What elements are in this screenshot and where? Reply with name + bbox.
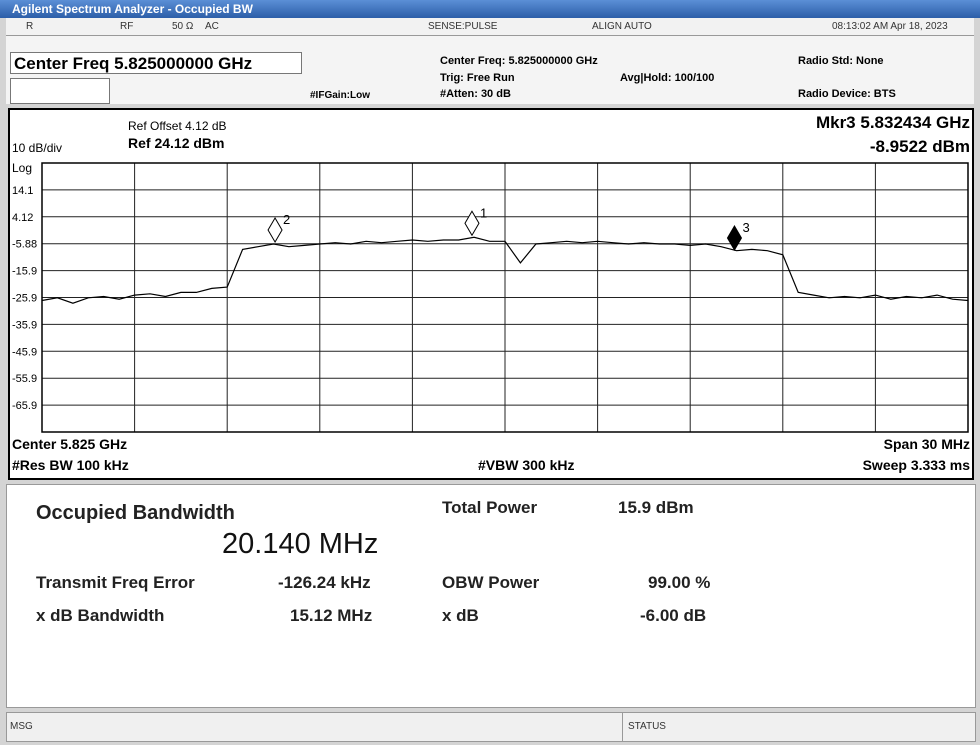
- spectrum-plot: Ref Offset 4.12 dB Ref 24.12 dBm 10 dB/d…: [8, 108, 974, 480]
- radio-device: Radio Device: BTS: [798, 88, 896, 100]
- y-tick-label: -15.9: [12, 266, 37, 278]
- xdb-bw-label: x dB Bandwidth: [36, 606, 165, 625]
- entry-field[interactable]: [10, 78, 110, 104]
- marker-label: 3: [742, 220, 749, 235]
- span: Span 30 MHz: [884, 436, 970, 452]
- xdb-bw-value: 15.12 MHz: [290, 606, 373, 625]
- divider: [622, 713, 623, 741]
- freq-error-value: -126.24 kHz: [278, 573, 371, 592]
- attenuation: #Atten: 30 dB: [440, 88, 511, 100]
- rf: RF: [120, 21, 134, 32]
- obw-power-value: 99.00 %: [648, 573, 711, 592]
- obw-label: Occupied Bandwidth: [36, 502, 235, 524]
- vbw: #VBW 300 kHz: [478, 457, 574, 473]
- center-freq: Center Freq: 5.825000000 GHz: [440, 55, 598, 67]
- freq-error-label: Transmit Freq Error: [36, 573, 195, 592]
- marker: [267, 217, 283, 244]
- impedance: 50 Ω: [172, 21, 194, 32]
- obw-power-label: OBW Power: [442, 573, 540, 592]
- marker-value: -8.9522 dBm: [870, 137, 970, 156]
- y-tick-label: -5.88: [12, 239, 37, 251]
- radio-std: Radio Std: None: [798, 55, 884, 67]
- scale-type: Log: [12, 161, 32, 175]
- y-tick-label: -65.9: [12, 400, 37, 412]
- y-tick-label: 14.1: [12, 185, 33, 197]
- center-freq-entry: Center Freq 5.825000000 GHz: [14, 54, 253, 73]
- y-tick-label: -55.9: [12, 373, 37, 385]
- obw-value: 20.140 MHz: [222, 528, 379, 560]
- if-gain: #IFGain:Low: [310, 90, 370, 101]
- marker-readout: Mkr3 5.832434 GHz: [816, 113, 970, 132]
- y-tick-label: -25.9: [12, 293, 37, 305]
- scale: 10 dB/div: [12, 141, 62, 155]
- center-label: Center 5.825 GHz: [12, 436, 127, 452]
- y-tick-label: 4.12: [12, 212, 33, 224]
- marker: [726, 224, 743, 251]
- trigger: Trig: Free Run: [440, 72, 515, 84]
- window-title: Agilent Spectrum Analyzer - Occupied BW: [12, 2, 253, 16]
- results-panel: [6, 484, 976, 708]
- graticule-border: [41, 162, 969, 433]
- status: STATUS: [628, 721, 666, 732]
- y-tick-label: -35.9: [12, 319, 37, 331]
- y-tick-label: -45.9: [12, 346, 37, 358]
- status-bar: [6, 712, 976, 742]
- marker-label: 1: [480, 205, 487, 220]
- sweep: Sweep 3.333 ms: [863, 457, 971, 473]
- title-bar: [0, 0, 980, 18]
- coupling: AC: [205, 21, 219, 32]
- sense: SENSE:PULSE: [428, 21, 498, 32]
- marker: [464, 210, 480, 237]
- res-bw: #Res BW 100 kHz: [12, 457, 129, 473]
- total-power-label: Total Power: [442, 498, 538, 517]
- marker-label: 2: [283, 212, 290, 227]
- ref-level: Ref 24.12 dBm: [128, 135, 224, 151]
- xdb-value: -6.00 dB: [640, 606, 707, 625]
- center-freq-box[interactable]: [10, 52, 302, 74]
- align: ALIGN AUTO: [592, 21, 652, 32]
- ref-offset: Ref Offset 4.12 dB: [128, 119, 227, 133]
- datetime: 08:13:02 AM Apr 18, 2023: [832, 21, 948, 32]
- trace: [41, 236, 969, 304]
- total-power-value: 15.9 dBm: [618, 498, 694, 517]
- msg: MSG: [10, 721, 33, 732]
- plot-frame: [8, 108, 974, 480]
- avg-hold: Avg|Hold: 100/100: [620, 72, 715, 84]
- status-row: [6, 18, 974, 36]
- mode: R: [26, 21, 34, 32]
- xdb-label: x dB: [442, 606, 479, 625]
